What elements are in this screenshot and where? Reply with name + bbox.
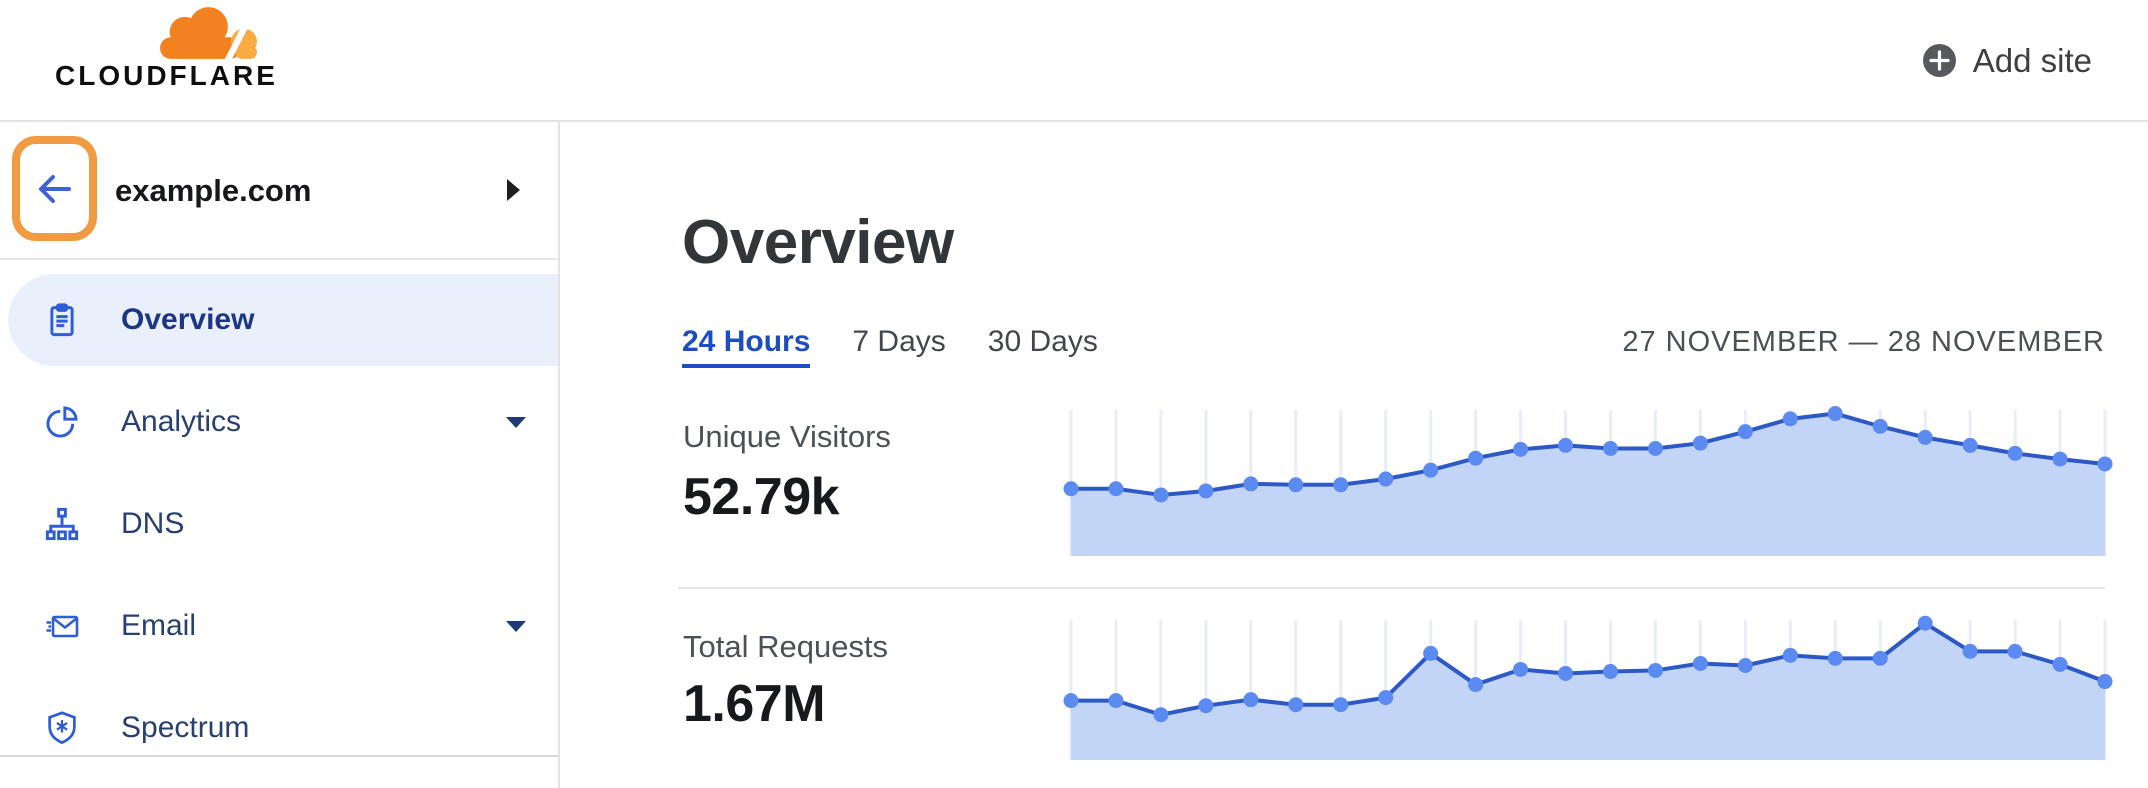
total-requests-label: Total Requests xyxy=(683,629,889,664)
cloudflare-cloud-icon xyxy=(160,7,257,61)
dns-tree-icon xyxy=(45,507,79,541)
sidebar-item-email[interactable]: Email xyxy=(0,580,558,672)
total-requests-chart[interactable] xyxy=(1063,600,2113,760)
date-range-label: 27 NOVEMBER — 28 NOVEMBER xyxy=(1622,326,2105,358)
cloudflare-wordmark: CLOUDFLARE xyxy=(55,60,278,91)
tab-24-hours[interactable]: 24 Hours xyxy=(682,327,811,368)
tab-30-days[interactable]: 30 Days xyxy=(987,325,1098,358)
sidebar-item-spectrum[interactable]: Spectrum xyxy=(0,682,558,774)
shield-icon xyxy=(48,711,76,745)
cloudflare-logo[interactable]: CLOUDFLARE xyxy=(55,5,278,91)
unique-visitors-label: Unique Visitors xyxy=(683,419,891,454)
pie-chart-icon xyxy=(46,406,78,438)
sidebar-item-label: Overview xyxy=(121,303,255,336)
site-sidebar: example.com Overview xyxy=(0,122,560,788)
sidebar-section-divider xyxy=(0,755,558,757)
chevron-down-icon xyxy=(506,416,526,428)
sidebar-item-label: Spectrum xyxy=(121,711,250,744)
sidebar-item-label: Analytics xyxy=(121,405,242,438)
sidebar-item-dns[interactable]: DNS xyxy=(0,478,558,570)
add-site-label: Add site xyxy=(1972,41,2092,79)
card-divider xyxy=(678,587,2105,589)
plus-circle-icon xyxy=(1922,43,1956,77)
site-selector[interactable]: example.com xyxy=(0,122,558,260)
email-icon xyxy=(46,615,79,638)
clipboard-icon xyxy=(50,303,74,337)
unique-visitors-chart[interactable] xyxy=(1063,400,2113,556)
total-requests-value: 1.67M xyxy=(683,675,826,733)
back-arrow-icon[interactable] xyxy=(32,166,78,212)
chevron-right-icon xyxy=(507,179,520,201)
top-header: CLOUDFLARE Add site xyxy=(0,0,2148,122)
chevron-down-icon xyxy=(506,620,526,632)
page-title: Overview xyxy=(682,208,954,277)
sidebar-item-analytics[interactable]: Analytics xyxy=(0,376,558,468)
site-name: example.com xyxy=(115,172,312,208)
sidebar-item-label: DNS xyxy=(121,507,185,540)
click-highlight-annotation xyxy=(12,136,97,241)
sidebar-menu: Overview Analytics xyxy=(0,274,558,774)
sidebar-item-overview[interactable]: Overview xyxy=(8,274,558,366)
time-range-tabs: 24 Hours 7 Days 30 Days xyxy=(682,327,1098,368)
unique-visitors-value: 52.79k xyxy=(683,468,840,526)
tab-7-days[interactable]: 7 Days xyxy=(852,325,946,358)
sidebar-item-label: Email xyxy=(121,609,197,642)
add-site-button[interactable]: Add site xyxy=(1921,0,2092,120)
